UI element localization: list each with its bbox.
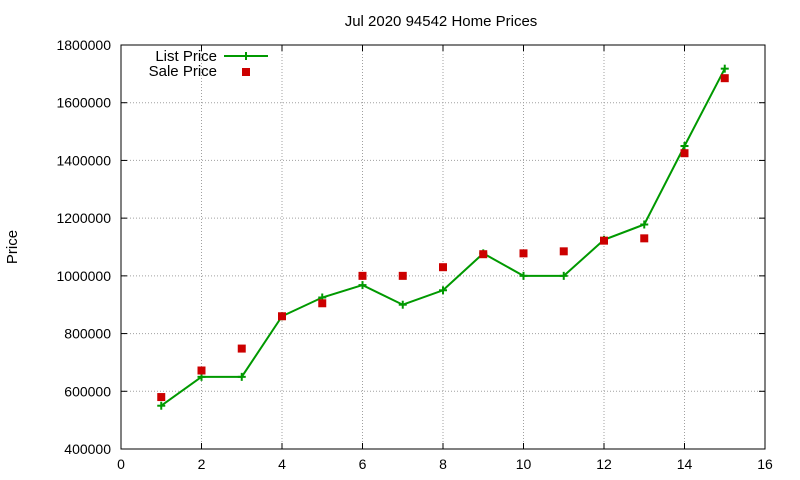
data-point xyxy=(358,271,367,280)
data-point xyxy=(519,271,528,280)
data-point xyxy=(318,299,327,308)
x-tick-label: 2 xyxy=(198,456,206,472)
legend-sample-list-price xyxy=(224,52,268,60)
data-point xyxy=(680,142,689,150)
data-point xyxy=(600,236,608,245)
x-tick-label: 0 xyxy=(117,456,125,472)
data-point xyxy=(398,271,407,280)
axis-ticks: 0 2 4 6 8 10 12 14 16 400000 600000 800000 1000000 12… xyxy=(56,37,773,472)
data-point xyxy=(237,372,246,381)
data-point xyxy=(278,312,286,321)
data-point xyxy=(398,300,407,309)
x-tick-label: 10 xyxy=(516,456,532,472)
data-point xyxy=(559,271,568,280)
data-point xyxy=(720,74,729,83)
legend-marker xyxy=(242,68,250,76)
data-point xyxy=(157,401,166,410)
y-tick-label: 1800000 xyxy=(56,37,111,53)
data-point xyxy=(640,234,649,243)
x-tick-label: 8 xyxy=(439,456,447,472)
data-point xyxy=(439,263,447,272)
y-tick-label: 1000000 xyxy=(56,268,111,284)
x-tick-label: 16 xyxy=(757,456,773,472)
data-point xyxy=(640,220,649,229)
data-point xyxy=(358,281,367,290)
data-point xyxy=(237,344,246,353)
data-point xyxy=(559,247,568,256)
x-tick-label: 14 xyxy=(677,456,693,472)
legend: List Price Sale Price xyxy=(149,48,268,80)
data-point xyxy=(680,149,689,158)
y-tick-label: 400000 xyxy=(64,441,111,457)
grid-lines xyxy=(121,45,765,449)
data-series xyxy=(157,64,729,410)
legend-marker xyxy=(242,52,250,60)
y-axis-title: Price xyxy=(4,230,21,264)
legend-sample-sale-price xyxy=(242,68,250,76)
y-tick-label: 800000 xyxy=(64,326,111,342)
chart-title: Jul 2020 94542 Home Prices xyxy=(345,13,538,30)
y-tick-label: 1400000 xyxy=(56,152,111,168)
series-1 xyxy=(157,74,729,402)
data-point xyxy=(157,393,166,402)
x-tick-label: 4 xyxy=(278,456,286,472)
y-tick-label: 1600000 xyxy=(56,95,111,111)
data-point xyxy=(439,286,447,295)
data-point xyxy=(197,366,206,375)
y-tick-label: 600000 xyxy=(64,383,111,399)
data-point xyxy=(519,249,528,258)
x-tick-label: 12 xyxy=(596,456,612,472)
data-point xyxy=(479,250,488,259)
legend-label-list-price: List Price xyxy=(155,48,217,65)
x-tick-label: 6 xyxy=(359,456,367,472)
data-point xyxy=(720,64,729,73)
legend-label-sale-price: Sale Price xyxy=(149,63,217,80)
y-tick-label: 1200000 xyxy=(56,210,111,226)
